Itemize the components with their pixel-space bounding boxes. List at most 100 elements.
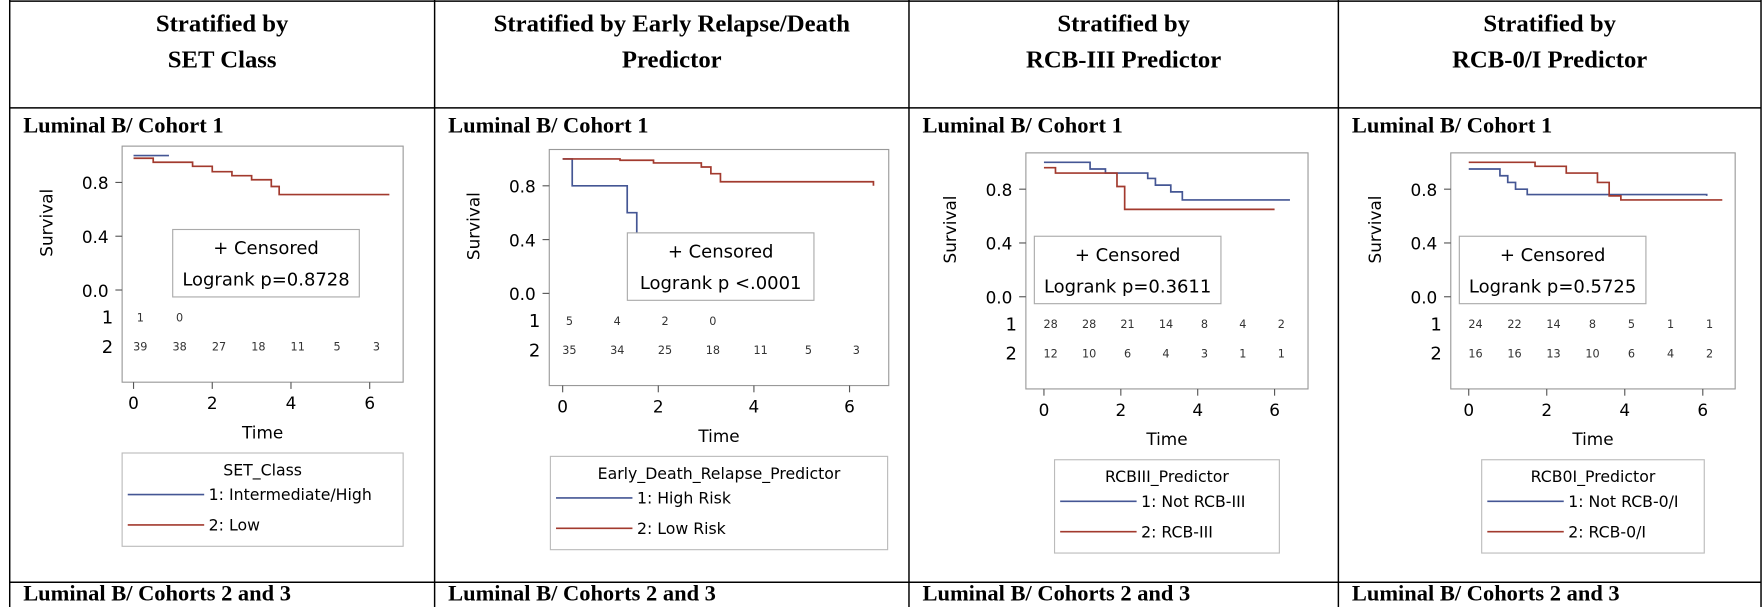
at-risk-count: 3 xyxy=(373,341,380,354)
x-tick-label: 2 xyxy=(207,393,218,413)
header-text: Stratified by xyxy=(1057,10,1190,37)
row-label: Luminal B/ Cohort 1 xyxy=(448,113,648,138)
y-axis-label: Survival xyxy=(36,189,56,257)
survival-curve xyxy=(1468,168,1708,196)
legend-box xyxy=(1481,459,1705,554)
risk-group-label: 2 xyxy=(1430,344,1441,365)
plot-frame xyxy=(121,145,404,383)
risk-group-label: 1 xyxy=(1430,314,1441,335)
at-risk-count: 25 xyxy=(658,344,672,357)
x-tick-label: 2 xyxy=(653,397,664,417)
censored-label: + Censored xyxy=(668,242,774,263)
plot-frame xyxy=(1025,152,1309,390)
at-risk-count: 35 xyxy=(562,344,576,357)
risk-group-label: 2 xyxy=(102,337,113,358)
legend-entry: 2: Low xyxy=(209,516,260,535)
x-tick-label: 6 xyxy=(364,393,375,413)
x-axis-label: Time xyxy=(1571,429,1613,449)
x-tick-label: 0 xyxy=(557,397,568,417)
at-risk-count: 13 xyxy=(1546,347,1560,360)
at-risk-count: 11 xyxy=(754,344,768,357)
test-label: Logrank p <.0001 xyxy=(640,273,802,294)
test-label: Logrank p=0.3611 xyxy=(1044,276,1211,297)
at-risk-count: 1 xyxy=(1667,318,1674,331)
legend-entry: 2: RCB-III xyxy=(1141,522,1213,541)
risk-group-label: 1 xyxy=(102,308,113,329)
at-risk-count: 34 xyxy=(610,344,624,357)
legend-title: SET_Class xyxy=(223,460,302,480)
at-risk-count: 21 xyxy=(1120,318,1134,331)
legend-entry: 2: Low Risk xyxy=(637,519,727,538)
y-tick-label: 0.0 xyxy=(986,288,1013,308)
header-text: RCB-0/I Predictor xyxy=(1452,46,1647,73)
inset-box xyxy=(1458,235,1647,305)
censored-label: + Censored xyxy=(1075,245,1181,266)
y-tick-label: 0.0 xyxy=(82,281,109,301)
header-text: RCB-III Predictor xyxy=(1026,46,1221,73)
at-risk-count: 8 xyxy=(1201,318,1208,331)
at-risk-count: 3 xyxy=(1201,347,1208,360)
plot-frame xyxy=(1450,152,1736,390)
at-risk-count: 0 xyxy=(176,311,183,324)
at-risk-count: 0 xyxy=(709,315,716,328)
inset-box xyxy=(626,232,815,301)
y-tick-label: 0.0 xyxy=(509,284,536,304)
y-tick-label: 0.4 xyxy=(986,234,1013,254)
row-label: Luminal B/ Cohorts 2 and 3 xyxy=(448,580,716,605)
row-label: Luminal B/ Cohorts 2 and 3 xyxy=(1352,580,1620,605)
risk-group-label: 1 xyxy=(529,311,540,332)
x-tick-label: 4 xyxy=(286,393,297,413)
header-text: Stratified by Early Relapse/Death xyxy=(494,10,851,37)
x-axis-label: Time xyxy=(1145,429,1187,449)
y-tick-label: 0.0 xyxy=(1410,288,1437,308)
at-risk-count: 28 xyxy=(1044,318,1058,331)
row-label: Luminal B/ Cohort 1 xyxy=(1352,113,1552,138)
at-risk-count: 5 xyxy=(1628,318,1635,331)
y-tick-label: 0.4 xyxy=(1410,234,1437,254)
at-risk-count: 6 xyxy=(1124,347,1131,360)
survival-curve xyxy=(562,158,875,186)
x-axis-label: Time xyxy=(241,422,283,442)
at-risk-count: 14 xyxy=(1159,318,1173,331)
at-risk-count: 39 xyxy=(133,341,147,354)
y-tick-label: 0.4 xyxy=(82,227,109,247)
header-text: Stratified by xyxy=(156,10,289,37)
y-axis-label: Survival xyxy=(464,192,484,260)
survival-curve xyxy=(133,157,390,196)
censored-label: + Censored xyxy=(1500,245,1606,266)
legend-title: Early_Death_Relapse_Predictor xyxy=(598,464,841,484)
censored-label: + Censored xyxy=(213,238,319,259)
legend-box xyxy=(1053,459,1280,554)
x-tick-label: 6 xyxy=(1697,400,1708,420)
x-tick-label: 2 xyxy=(1115,400,1126,420)
legend-entry: 2: RCB-0/I xyxy=(1568,522,1646,541)
at-risk-count: 6 xyxy=(1628,347,1635,360)
row-label: Luminal B/ Cohorts 2 and 3 xyxy=(23,580,291,605)
at-risk-count: 5 xyxy=(333,341,340,354)
header-text: SET Class xyxy=(168,46,277,73)
survival-curve xyxy=(1043,161,1290,201)
at-risk-count: 4 xyxy=(1162,347,1169,360)
x-tick-label: 0 xyxy=(1463,400,1474,420)
row-label: Luminal B/ Cohorts 2 and 3 xyxy=(922,580,1190,605)
legend-title: RCB0I_Predictor xyxy=(1531,467,1656,487)
at-risk-count: 3 xyxy=(853,344,860,357)
survival-curve xyxy=(1468,161,1723,201)
y-tick-label: 0.8 xyxy=(1410,180,1437,200)
y-tick-label: 0.4 xyxy=(509,230,536,250)
at-risk-count: 4 xyxy=(614,315,621,328)
at-risk-count: 18 xyxy=(251,341,265,354)
x-tick-label: 0 xyxy=(1039,400,1050,420)
survival-curve xyxy=(1043,166,1275,211)
header-text: Predictor xyxy=(622,46,722,73)
risk-group-label: 1 xyxy=(1005,314,1016,335)
risk-group-label: 2 xyxy=(1005,344,1016,365)
y-tick-label: 0.8 xyxy=(509,177,536,197)
at-risk-count: 11 xyxy=(291,341,305,354)
inset-box xyxy=(172,228,360,298)
y-axis-label: Survival xyxy=(940,196,960,264)
at-risk-count: 14 xyxy=(1546,318,1560,331)
